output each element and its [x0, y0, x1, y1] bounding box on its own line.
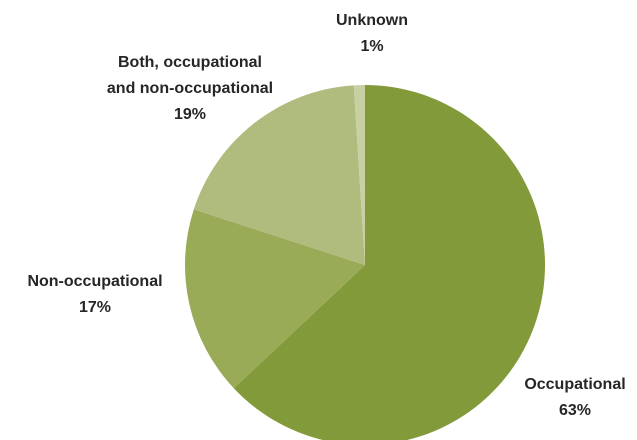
pie-slice	[353, 85, 365, 265]
value-label: 19%	[173, 106, 207, 123]
slice-label: Non-occupational 17%	[0, 269, 195, 321]
pie-slice	[185, 209, 365, 389]
value-label: 17%	[78, 299, 112, 316]
slice-label: Occupational 63%	[475, 372, 637, 424]
pie-slice	[233, 85, 545, 440]
slice-label: Both, occupational and non-occupational 1…	[90, 50, 290, 128]
pie-slice	[193, 85, 365, 265]
category-label: Unknown	[336, 12, 408, 29]
category-label: Occupational	[524, 376, 626, 393]
value-label: 1%	[360, 38, 384, 55]
category-label: Non-occupational	[27, 273, 163, 290]
slice-label: Unknown 1%	[312, 8, 432, 60]
value-label: 63%	[558, 402, 592, 419]
category-label: Both, occupational and non-occupational	[106, 54, 274, 97]
